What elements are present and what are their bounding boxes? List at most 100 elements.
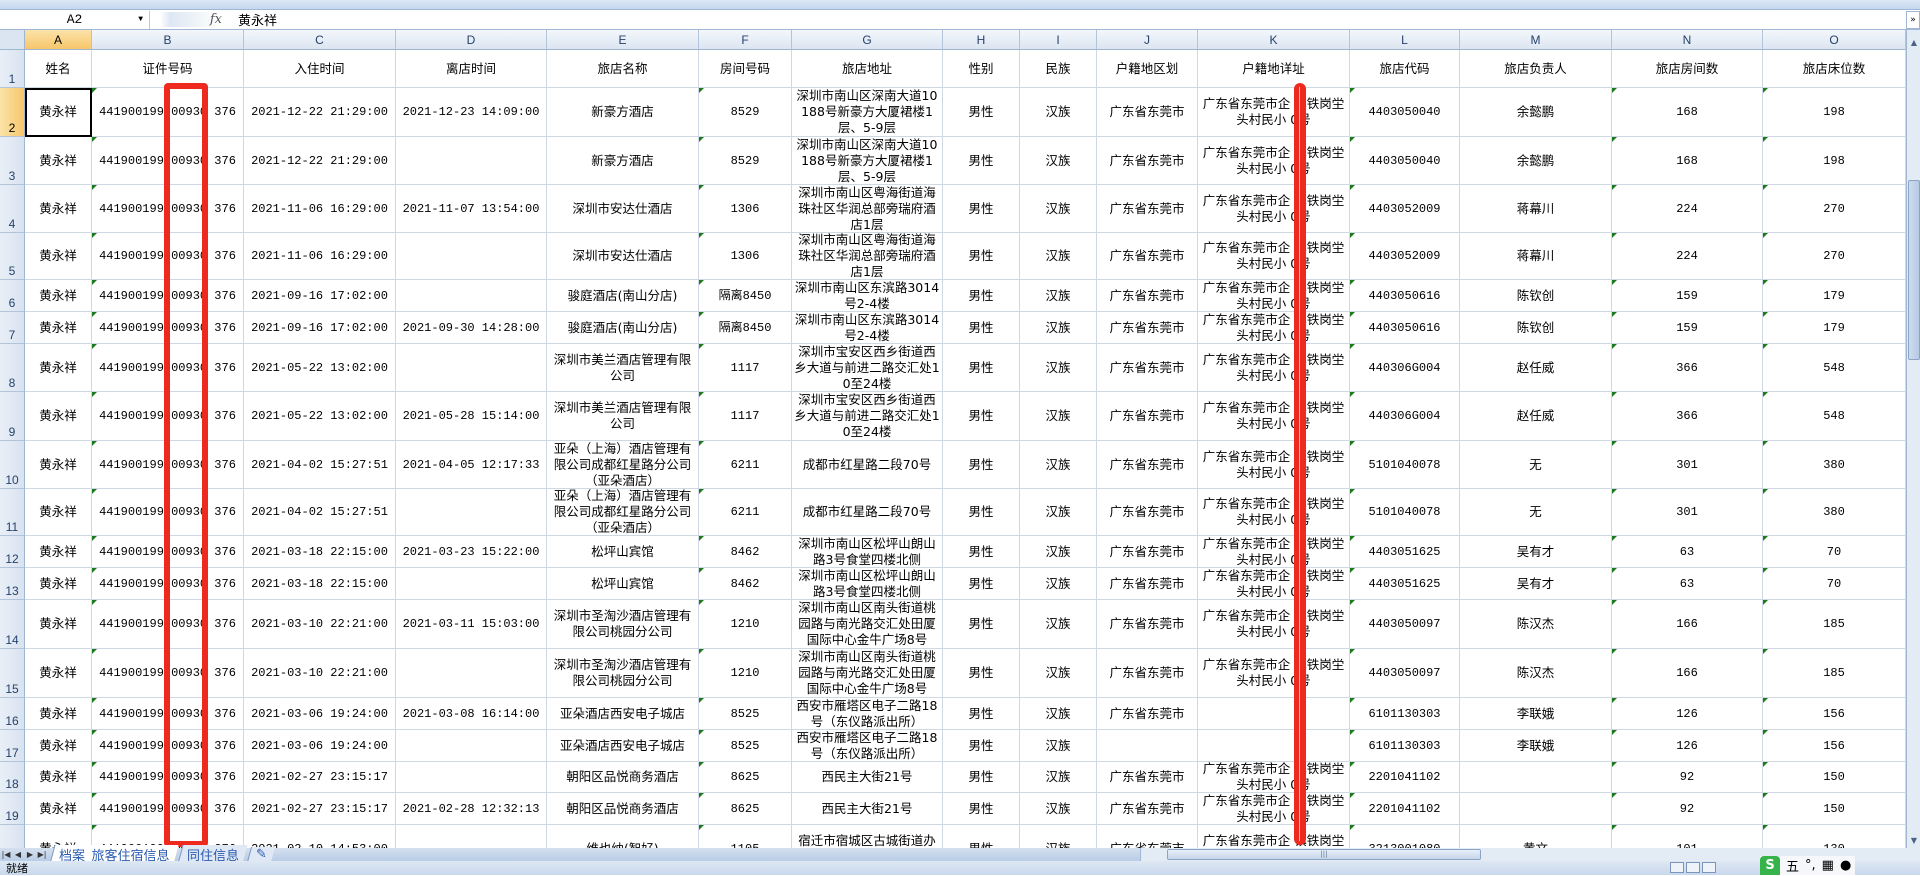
table-cell[interactable]: 汉族	[1020, 312, 1097, 344]
table-cell[interactable]: 男性	[943, 536, 1020, 568]
row-header[interactable]: 4	[0, 185, 25, 233]
table-cell[interactable]: 广东省东莞市	[1097, 793, 1198, 825]
table-cell[interactable]: 广东省东莞市企 镇铁岗坣头村民小 0号	[1198, 568, 1350, 600]
table-cell[interactable]: 8462	[699, 536, 792, 568]
table-cell[interactable]: 4403050616	[1350, 312, 1460, 344]
row-header[interactable]: 17	[0, 730, 25, 762]
table-cell[interactable]: 赵任威	[1460, 392, 1612, 441]
column-header-J[interactable]: J	[1097, 30, 1198, 50]
table-cell[interactable]: 黄永祥	[25, 185, 92, 233]
table-cell[interactable]: 6211	[699, 489, 792, 536]
table-cell[interactable]: 2021-03-10 22:21:00	[244, 600, 396, 649]
header-cell[interactable]: 旅店代码	[1350, 50, 1460, 88]
page-break-view-icon[interactable]	[1702, 862, 1716, 873]
table-cell[interactable]: 广东省东莞市企 镇铁岗坣头村民小 0号	[1198, 233, 1350, 280]
table-cell[interactable]: 1306	[699, 185, 792, 233]
table-cell[interactable]: 陈钦创	[1460, 280, 1612, 312]
table-cell[interactable]: 150	[1763, 762, 1906, 793]
table-cell[interactable]: 松坪山宾馆	[547, 536, 699, 568]
table-cell[interactable]: 黄永祥	[25, 600, 92, 649]
header-cell[interactable]: 旅店地址	[792, 50, 943, 88]
table-cell[interactable]: 1306	[699, 233, 792, 280]
table-cell[interactable]: 6211	[699, 441, 792, 489]
table-cell[interactable]: 301	[1612, 441, 1763, 489]
table-cell[interactable]: 2021-11-07 13:54:00	[396, 185, 547, 233]
table-cell[interactable]: 185	[1763, 649, 1906, 698]
table-cell[interactable]: 270	[1763, 185, 1906, 233]
row-header[interactable]: 9	[0, 392, 25, 441]
row-header[interactable]: 1	[0, 50, 25, 88]
table-cell[interactable]: 汉族	[1020, 233, 1097, 280]
column-header-K[interactable]: K	[1198, 30, 1350, 50]
table-cell[interactable]: 隔离8450	[699, 312, 792, 344]
row-header[interactable]: 3	[0, 137, 25, 185]
punctuation-icon[interactable]: °,	[1805, 858, 1816, 873]
table-cell[interactable]: 2021-03-23 15:22:00	[396, 536, 547, 568]
table-cell[interactable]: 441900199 00930 376	[92, 137, 244, 185]
table-cell[interactable]	[1198, 698, 1350, 730]
table-cell[interactable]: 汉族	[1020, 825, 1097, 848]
table-cell[interactable]: 男性	[943, 344, 1020, 392]
table-cell[interactable]	[396, 568, 547, 600]
table-cell[interactable]: 1105	[699, 825, 792, 848]
row-header[interactable]: 18	[0, 762, 25, 793]
table-cell[interactable]: 黄文	[1460, 825, 1612, 848]
row-header[interactable]: 16	[0, 698, 25, 730]
table-cell[interactable]: 8462	[699, 568, 792, 600]
table-cell[interactable]: 男性	[943, 600, 1020, 649]
table-cell[interactable]: 广东省东莞市	[1097, 698, 1198, 730]
dropdown-arrow-icon[interactable]: ▼	[138, 15, 143, 24]
table-cell[interactable]: 2021-02-27 23:15:17	[244, 793, 396, 825]
table-cell[interactable]: 广东省东莞市企 镇铁岗坣头村民小 0号	[1198, 185, 1350, 233]
table-cell[interactable]: 黄永祥	[25, 568, 92, 600]
table-cell[interactable]: 男性	[943, 793, 1020, 825]
table-cell[interactable]: 新豪方酒店	[547, 137, 699, 185]
table-cell[interactable]: 159	[1612, 312, 1763, 344]
column-header-E[interactable]: E	[547, 30, 699, 50]
table-cell[interactable]: 2201041102	[1350, 762, 1460, 793]
table-cell[interactable]: 汉族	[1020, 392, 1097, 441]
table-cell[interactable]: 2021-09-30 14:28:00	[396, 312, 547, 344]
table-cell[interactable]: 男性	[943, 825, 1020, 848]
table-cell[interactable]: 汉族	[1020, 185, 1097, 233]
row-header[interactable]: 14	[0, 600, 25, 649]
table-cell[interactable]: 301	[1612, 489, 1763, 536]
table-cell[interactable]: 441900199 00930 376	[92, 793, 244, 825]
table-cell[interactable]: 骏庭酒店(南山分店)	[547, 312, 699, 344]
table-cell[interactable]: 广东省东莞市企 镇铁岗坣头村民小 0号	[1198, 536, 1350, 568]
table-cell[interactable]: 西安市雁塔区电子二路18号（东仪路派出所）	[792, 730, 943, 762]
table-cell[interactable]: 126	[1612, 698, 1763, 730]
row-header[interactable]: 19	[0, 793, 25, 825]
table-cell[interactable]: 广东省东莞市	[1097, 344, 1198, 392]
table-cell[interactable]: 4403052009	[1350, 233, 1460, 280]
row-header[interactable]: 10	[0, 441, 25, 489]
table-cell[interactable]: 男性	[943, 762, 1020, 793]
table-cell[interactable]	[396, 233, 547, 280]
column-header-A[interactable]: A	[25, 30, 92, 50]
table-cell[interactable]: 1210	[699, 649, 792, 698]
table-cell[interactable]: 吴有才	[1460, 536, 1612, 568]
table-cell[interactable]	[396, 137, 547, 185]
table-cell[interactable]: 130	[1763, 825, 1906, 848]
column-header-F[interactable]: F	[699, 30, 792, 50]
table-cell[interactable]: 168	[1612, 137, 1763, 185]
table-cell[interactable]: 汉族	[1020, 568, 1097, 600]
table-cell[interactable]: 4403050097	[1350, 600, 1460, 649]
table-cell[interactable]: 男性	[943, 489, 1020, 536]
table-cell[interactable]: 汉族	[1020, 600, 1097, 649]
table-cell[interactable]	[1460, 762, 1612, 793]
header-cell[interactable]: 性别	[943, 50, 1020, 88]
table-cell[interactable]: 深圳市南山区东滨路3014号2-4楼	[792, 312, 943, 344]
table-cell[interactable]: 8525	[699, 698, 792, 730]
table-cell[interactable]: 深圳市南山区深南大道10188号新豪方大厦裙楼1层、5-9层	[792, 137, 943, 185]
scroll-up-icon[interactable]: ▲	[1910, 38, 1918, 47]
table-cell[interactable]: 548	[1763, 392, 1906, 441]
table-cell[interactable]: 8625	[699, 793, 792, 825]
table-cell[interactable]: 2021-03-10 22:21:00	[244, 649, 396, 698]
ime-mode[interactable]: 五	[1786, 860, 1800, 875]
row-header[interactable]: 11	[0, 489, 25, 536]
table-cell[interactable]: 2021-03-08 16:14:00	[396, 698, 547, 730]
table-cell[interactable]: 无	[1460, 489, 1612, 536]
table-cell[interactable]: 63	[1612, 536, 1763, 568]
table-cell[interactable]	[396, 825, 547, 848]
